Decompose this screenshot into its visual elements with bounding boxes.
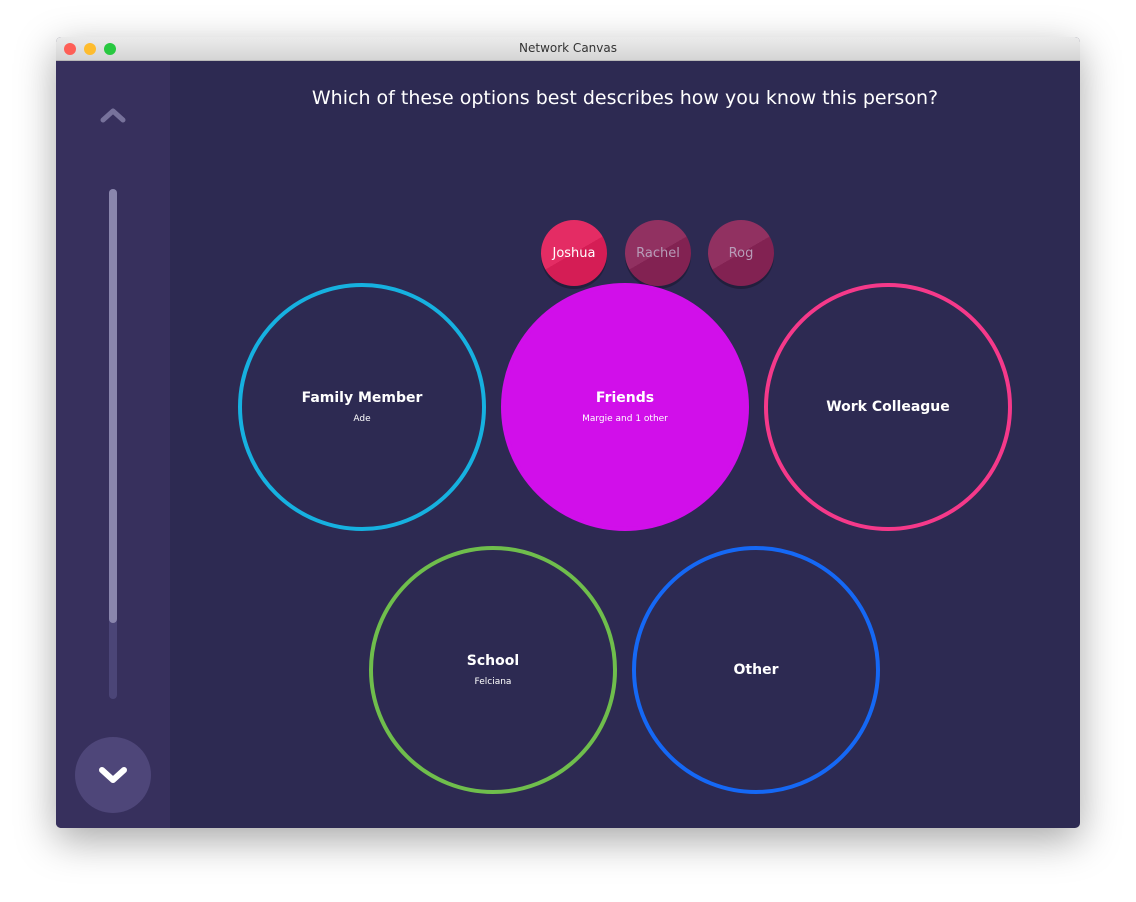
category-family-member[interactable]: Family Member Ade: [238, 283, 486, 531]
next-button[interactable]: [75, 737, 151, 813]
node-rog[interactable]: Rog: [708, 220, 774, 286]
prompt-text: Which of these options best describes ho…: [311, 87, 939, 109]
app-window: Network Canvas Which of these options be…: [56, 37, 1080, 828]
sidebar: [56, 61, 170, 828]
title-bar: Network Canvas: [56, 37, 1080, 61]
category-label: Other: [733, 662, 779, 678]
category-school[interactable]: School Felciana: [369, 546, 617, 794]
category-work-colleague[interactable]: Work Colleague: [764, 283, 1012, 531]
category-label: School: [466, 653, 520, 669]
main-content: Which of these options best describes ho…: [170, 61, 1080, 828]
node-label: Rog: [728, 245, 754, 261]
progress-fill: [109, 189, 117, 623]
close-button[interactable]: [64, 43, 76, 55]
category-label: Work Colleague: [826, 399, 950, 415]
category-label: Family Member: [301, 390, 423, 406]
maximize-button[interactable]: [104, 43, 116, 55]
category-friends[interactable]: Friends Margie and 1 other: [501, 283, 749, 531]
category-members: Felciana: [474, 677, 512, 687]
node-rachel[interactable]: Rachel: [625, 220, 691, 286]
progress-bar: [109, 189, 117, 699]
minimize-button[interactable]: [84, 43, 96, 55]
category-members: Ade: [353, 414, 371, 424]
node-label: Rachel: [636, 245, 680, 261]
node-label: Joshua: [552, 245, 596, 261]
node-joshua[interactable]: Joshua: [541, 220, 607, 286]
window-title: Network Canvas: [519, 41, 617, 55]
chevron-up-icon[interactable]: [98, 105, 128, 125]
category-other[interactable]: Other: [632, 546, 880, 794]
chevron-down-icon: [99, 767, 127, 783]
category-label: Friends: [595, 390, 655, 406]
category-members: Margie and 1 other: [582, 414, 668, 424]
